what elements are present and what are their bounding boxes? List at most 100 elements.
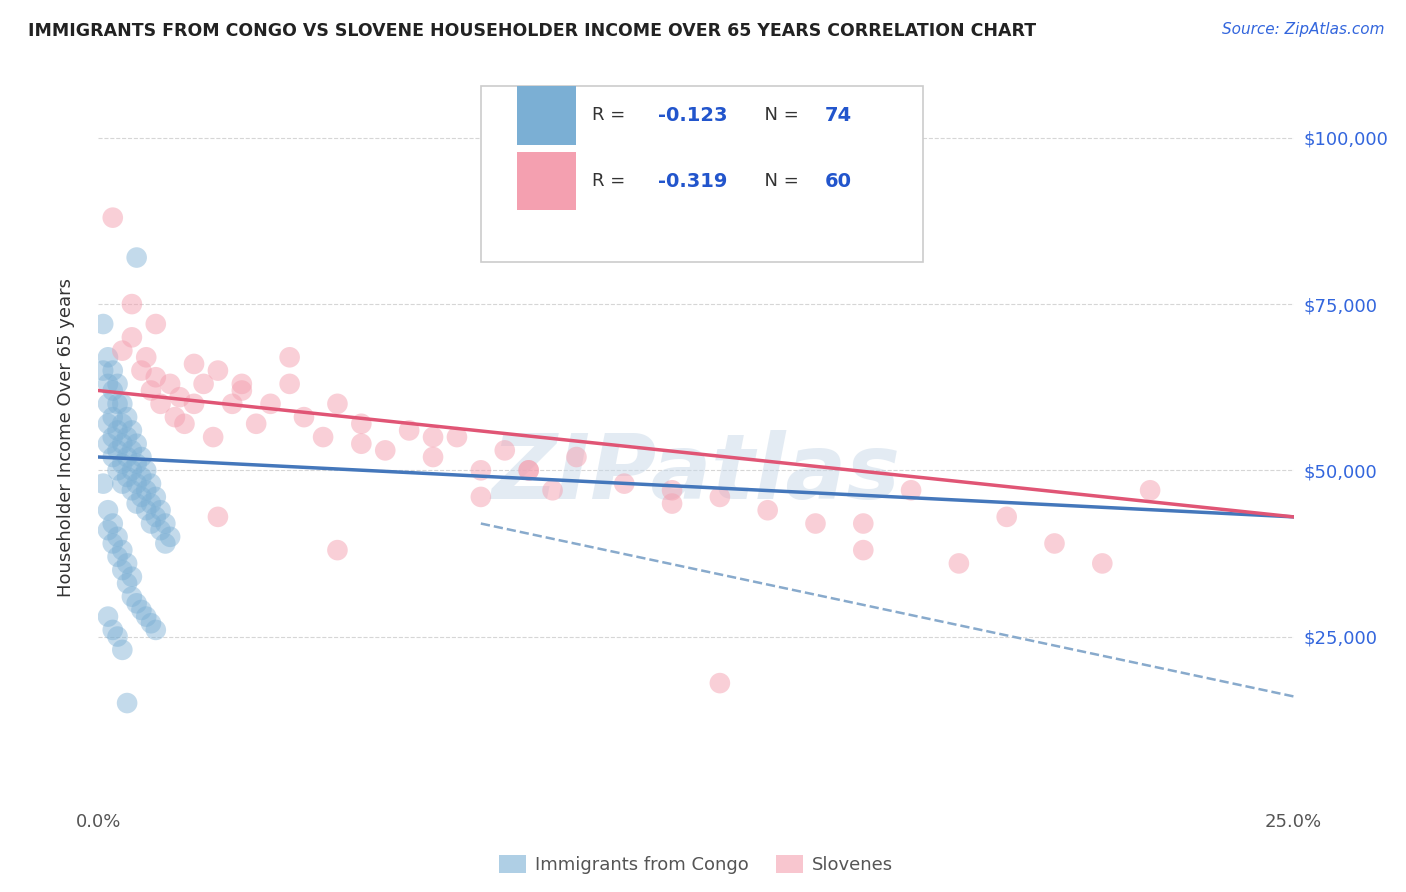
Point: [183, 397, 205, 411]
Point: [139, 516, 162, 531]
Point: [709, 490, 731, 504]
Point: [125, 457, 148, 471]
Point: [135, 609, 157, 624]
Point: [145, 317, 167, 331]
Point: [115, 430, 138, 444]
Point: [517, 463, 540, 477]
Point: [145, 623, 167, 637]
Text: -0.123: -0.123: [658, 106, 727, 125]
Point: [900, 483, 922, 498]
Point: [121, 424, 143, 438]
Point: [107, 443, 129, 458]
Point: [121, 443, 143, 458]
Point: [101, 516, 124, 531]
Point: [155, 516, 177, 531]
Point: [541, 483, 564, 498]
Text: 74: 74: [825, 106, 852, 125]
Point: [101, 450, 124, 464]
Point: [101, 363, 124, 377]
Point: [115, 450, 138, 464]
Point: [121, 463, 143, 477]
Text: ZIPatlas: ZIPatlas: [492, 430, 900, 517]
Point: [259, 397, 281, 411]
Point: [131, 363, 153, 377]
Point: [398, 424, 420, 438]
Point: [312, 430, 335, 444]
Point: [422, 450, 444, 464]
Point: [350, 417, 373, 431]
Point: [565, 450, 588, 464]
Point: [131, 450, 153, 464]
Point: [173, 417, 195, 431]
Point: [91, 363, 114, 377]
Point: [101, 384, 124, 398]
Point: [115, 557, 138, 571]
Point: [111, 563, 134, 577]
Point: [207, 363, 229, 377]
Point: [155, 536, 177, 550]
Text: N =: N =: [754, 172, 804, 190]
Point: [661, 497, 683, 511]
Point: [163, 410, 186, 425]
Point: [101, 211, 124, 225]
Point: [101, 623, 124, 637]
Text: R =: R =: [592, 106, 631, 124]
Point: [107, 530, 129, 544]
Point: [125, 596, 148, 610]
Point: [139, 384, 162, 398]
Point: [135, 351, 157, 365]
Point: [709, 676, 731, 690]
Text: 60: 60: [825, 171, 852, 191]
Point: [125, 476, 148, 491]
Point: [111, 417, 134, 431]
Point: [121, 570, 143, 584]
Point: [145, 490, 167, 504]
Point: [169, 390, 191, 404]
Point: [995, 509, 1018, 524]
Point: [145, 509, 167, 524]
Point: [159, 530, 181, 544]
Point: [101, 410, 124, 425]
Text: R =: R =: [592, 172, 631, 190]
Point: [91, 476, 114, 491]
Point: [107, 376, 129, 391]
Point: [852, 543, 875, 558]
Point: [125, 436, 148, 450]
Point: [97, 397, 120, 411]
Point: [661, 483, 683, 498]
Text: N =: N =: [754, 106, 804, 124]
Point: [183, 357, 205, 371]
Point: [125, 251, 148, 265]
Point: [115, 470, 138, 484]
Point: [91, 317, 114, 331]
Text: IMMIGRANTS FROM CONGO VS SLOVENE HOUSEHOLDER INCOME OVER 65 YEARS CORRELATION CH: IMMIGRANTS FROM CONGO VS SLOVENE HOUSEHO…: [28, 22, 1036, 40]
FancyBboxPatch shape: [517, 86, 576, 145]
Point: [221, 397, 243, 411]
Point: [207, 509, 229, 524]
Point: [149, 397, 172, 411]
Point: [422, 430, 444, 444]
Point: [135, 483, 157, 498]
Point: [111, 476, 134, 491]
Point: [756, 503, 779, 517]
Point: [107, 549, 129, 564]
Point: [97, 609, 120, 624]
Point: [115, 696, 138, 710]
Point: [231, 384, 253, 398]
Point: [139, 616, 162, 631]
Point: [97, 376, 120, 391]
Point: [278, 351, 301, 365]
Point: [326, 543, 349, 558]
Point: [1091, 557, 1114, 571]
Point: [131, 470, 153, 484]
Text: Source: ZipAtlas.com: Source: ZipAtlas.com: [1222, 22, 1385, 37]
Point: [193, 376, 215, 391]
Point: [107, 463, 129, 477]
Point: [804, 516, 827, 531]
Point: [121, 330, 143, 344]
Y-axis label: Householder Income Over 65 years: Householder Income Over 65 years: [56, 277, 75, 597]
Point: [149, 503, 172, 517]
Point: [101, 536, 124, 550]
Point: [121, 590, 143, 604]
Point: [101, 430, 124, 444]
